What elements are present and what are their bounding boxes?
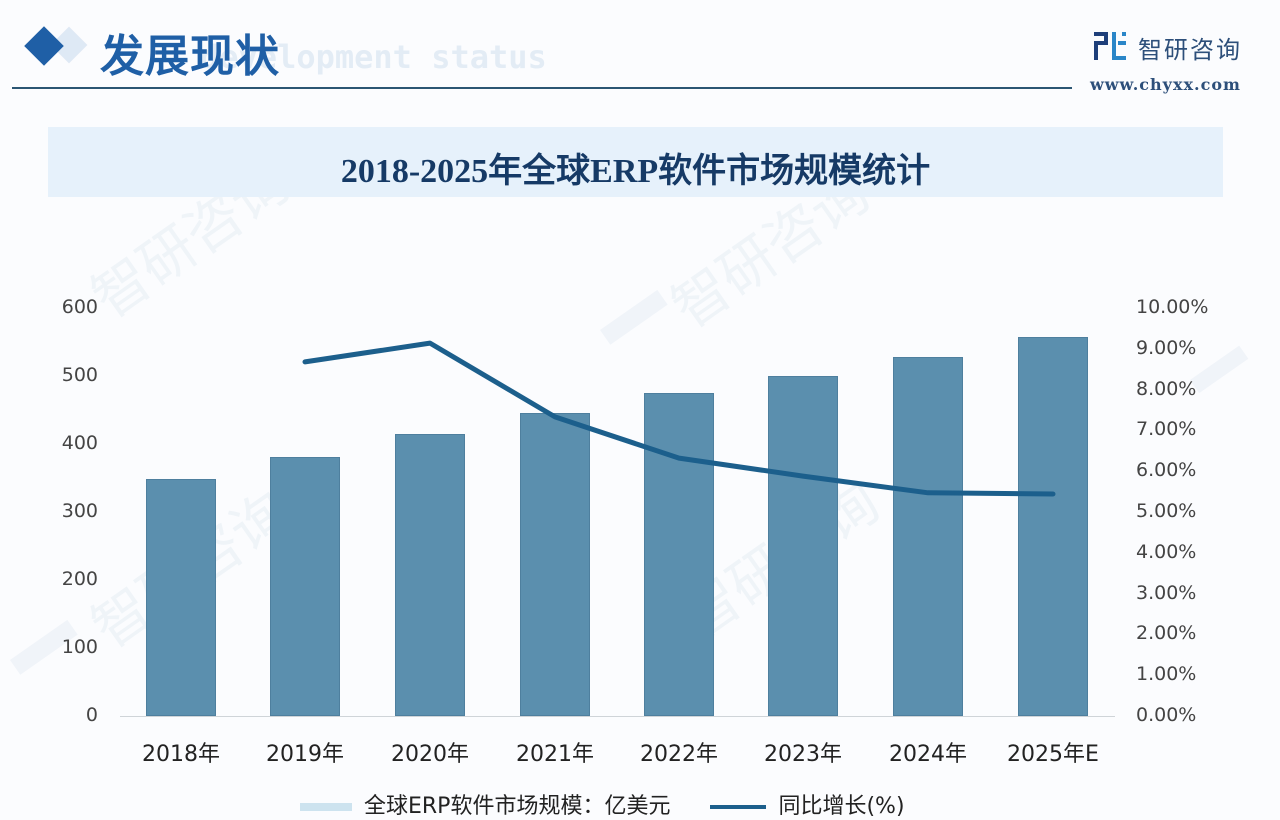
x-tick-label: 2019年 (266, 742, 344, 767)
x-axis-line (120, 716, 1115, 717)
brand-url: www.chyxx.com (1090, 75, 1241, 94)
bar-2019年 (270, 456, 340, 716)
y-right-tick: 7.00% (1136, 418, 1197, 441)
x-tick-label: 2023年 (764, 742, 842, 767)
y-right-tick: 3.00% (1136, 581, 1197, 604)
y-left-tick: 500 (61, 364, 98, 386)
bar-2025年E (1018, 337, 1088, 716)
page-title: 发展现状 (100, 31, 280, 82)
y-right-tick: 2.00% (1136, 622, 1197, 645)
y-left-tick: 200 (61, 568, 98, 590)
growth-line (302, 340, 1056, 497)
y-right-tick: 6.00% (1136, 459, 1197, 482)
x-tick-label: 2018年 (142, 742, 220, 767)
legend-line-swatch (710, 805, 767, 809)
x-tick-label: 2021年 (516, 742, 594, 767)
y-right-tick: 10.00% (1136, 296, 1209, 318)
bar-2020年 (395, 433, 465, 716)
x-tick-label: 2024年 (889, 742, 967, 767)
bar-2023年 (768, 376, 838, 716)
header-subtitle-ghost: development status (200, 38, 547, 76)
x-tick-label: 2025年E (1007, 742, 1099, 767)
y-right-tick: 9.00% (1136, 336, 1197, 359)
x-tick-label: 2020年 (391, 742, 469, 767)
bar-2022年 (644, 393, 714, 716)
growth-line-series (302, 340, 1056, 497)
y-left-tick: 600 (61, 296, 98, 318)
y-right-tick: 1.00% (1136, 663, 1197, 686)
y-left-tick: 300 (61, 500, 98, 522)
y-left-tick: 100 (61, 636, 98, 658)
legend: 全球ERP软件市场规模：亿美元 同比增长(%) (300, 788, 905, 820)
y-left-tick: 0 (85, 704, 98, 726)
legend-line-label: 同比增长(%) (778, 794, 905, 819)
y-right-tick: 5.00% (1136, 500, 1197, 522)
x-tick-label: 2022年 (640, 742, 718, 767)
chyxx-logo-icon (1094, 32, 1126, 60)
bar-2021年 (520, 412, 590, 716)
legend-bar-label: 全球ERP软件市场规模：亿美元 (364, 794, 671, 819)
bar-2018年 (146, 478, 216, 716)
y-left-tick: 400 (61, 432, 98, 454)
y-right-tick: 4.00% (1136, 540, 1197, 563)
bar-2024年 (893, 356, 963, 716)
legend-bar-swatch (300, 803, 352, 811)
header-divider (12, 87, 1072, 89)
brand-name: 智研咨询 (1138, 36, 1242, 64)
chart-title: 2018-2025年全球ERP软件市场规模统计 (340, 153, 931, 190)
y-right-tick: 0.00% (1136, 704, 1197, 726)
chart-title-band: 2018-2025年全球ERP软件市场规模统计 (48, 127, 1223, 197)
y-right-tick: 8.00% (1136, 377, 1197, 400)
